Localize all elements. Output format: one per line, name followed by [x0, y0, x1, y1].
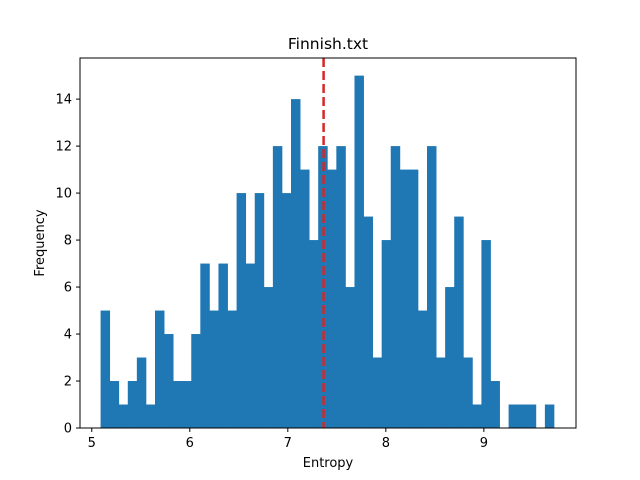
- histogram-bar: [236, 193, 247, 428]
- histogram-bar: [427, 146, 437, 428]
- histogram-bar: [200, 263, 210, 428]
- histogram-bar: [490, 381, 500, 428]
- x-tick-label: 6: [186, 436, 194, 451]
- histogram-bar: [145, 404, 156, 428]
- y-tick-label: 10: [55, 187, 72, 202]
- histogram-bar: [336, 146, 346, 428]
- histogram-bar: [436, 357, 446, 428]
- histogram-bar: [164, 334, 174, 428]
- histogram-bar: [263, 287, 274, 428]
- histogram-bar: [245, 263, 256, 428]
- y-tick-label: 12: [55, 140, 72, 155]
- histogram-bar: [118, 404, 129, 428]
- histogram-bar: [481, 240, 491, 428]
- histogram-bar: [372, 357, 383, 428]
- y-tick-label: 2: [64, 375, 72, 390]
- histogram-bar: [191, 334, 201, 428]
- histogram-bar: [154, 310, 165, 428]
- histogram-bar: [544, 404, 555, 428]
- histogram-bar: [272, 146, 283, 428]
- histogram-bar: [526, 404, 537, 428]
- histogram-bar: [454, 216, 464, 428]
- histogram-bar: [227, 310, 237, 428]
- x-tick-label: 5: [88, 436, 96, 451]
- histogram-bar: [517, 404, 528, 428]
- histogram-bar: [345, 287, 355, 428]
- histogram-bar: [309, 240, 319, 428]
- histogram-bar: [354, 75, 364, 429]
- histogram-bar: [390, 146, 401, 428]
- y-tick-label: 0: [64, 422, 72, 437]
- plot-frame: [79, 57, 577, 429]
- histogram-bar: [445, 287, 455, 428]
- histogram-bar: [281, 193, 292, 428]
- histogram-bar: [209, 310, 219, 428]
- histogram-bar: [508, 404, 519, 428]
- histogram-bar: [254, 193, 265, 428]
- histogram-bar: [472, 404, 482, 428]
- histogram-bar: [408, 169, 419, 428]
- histogram-bar: [363, 216, 373, 428]
- y-tick-label: 8: [64, 234, 72, 249]
- x-tick-label: 8: [382, 436, 390, 451]
- histogram-bar: [173, 381, 183, 428]
- histogram-bar: [327, 169, 337, 428]
- y-tick-label: 4: [64, 328, 72, 343]
- histogram-bar: [127, 381, 138, 428]
- histogram-bar: [291, 99, 301, 429]
- histogram-bar: [381, 240, 392, 428]
- histogram-bar: [218, 263, 228, 428]
- x-tick-label: 7: [284, 436, 292, 451]
- x-tick-label: 9: [480, 436, 488, 451]
- histogram-bar: [109, 381, 120, 428]
- histogram-bar: [300, 169, 310, 428]
- chart-title: Finnish.txt: [288, 35, 368, 53]
- x-axis-label: Entropy: [303, 456, 354, 471]
- x-axis-ticks: 5 6 7 8 9: [88, 428, 488, 451]
- y-axis-label: Frequency: [33, 209, 48, 276]
- histogram-bar: [399, 169, 410, 428]
- y-tick-label: 14: [55, 93, 72, 108]
- histogram-bar: [417, 310, 428, 428]
- histogram-bar: [100, 310, 111, 428]
- histogram-bar: [136, 357, 147, 428]
- histogram-bar: [463, 357, 473, 428]
- histogram-bar: [182, 381, 192, 428]
- y-axis-ticks: 0 2 4 6 8 10 12 14: [55, 93, 80, 437]
- y-tick-label: 6: [64, 281, 72, 296]
